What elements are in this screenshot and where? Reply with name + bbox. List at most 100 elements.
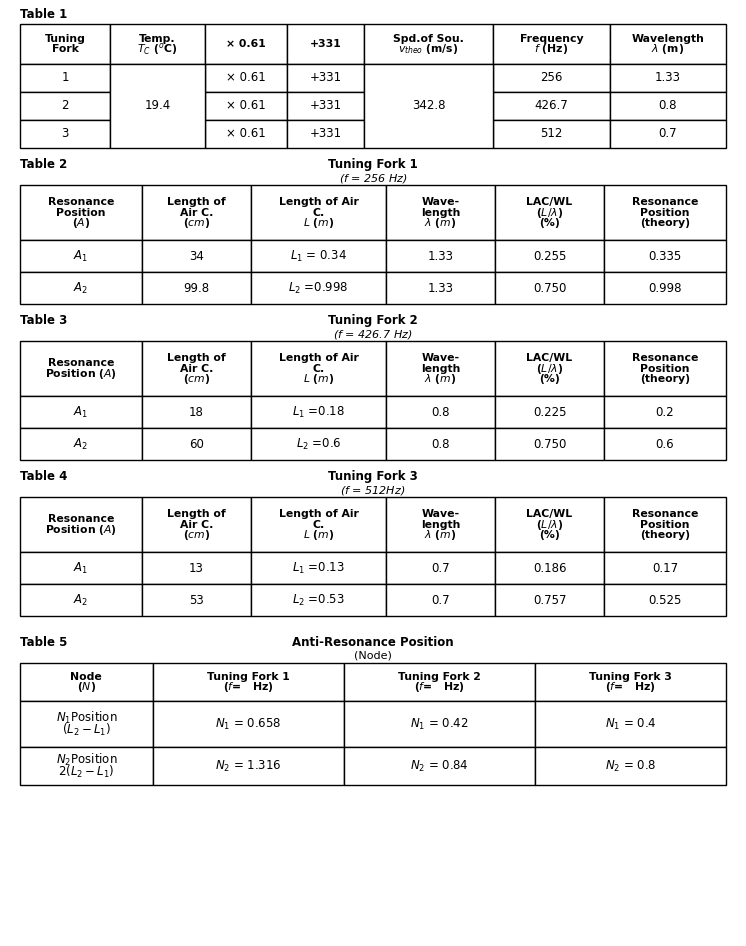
Bar (251, 584, 386, 616)
Bar (386, 185, 495, 240)
Bar (609, 120, 726, 148)
Bar (287, 24, 364, 64)
Bar (495, 552, 604, 584)
Text: $A_1$: $A_1$ (73, 249, 89, 264)
Text: length: length (421, 519, 460, 530)
Text: Position: Position (640, 207, 690, 218)
Text: $N_1$ = 0.42: $N_1$ = 0.42 (410, 716, 468, 731)
Text: Length of: Length of (167, 197, 226, 207)
Bar (142, 272, 251, 304)
Bar (20, 497, 142, 552)
Bar (495, 584, 604, 616)
Bar (205, 120, 287, 148)
Text: ($f$ = 426.7 Hz): ($f$ = 426.7 Hz) (333, 328, 413, 341)
Text: $N_1$Position: $N_1$Position (55, 710, 117, 727)
Text: Wave-: Wave- (421, 197, 460, 207)
Text: (%): (%) (539, 218, 560, 228)
Bar (493, 92, 609, 120)
Text: ($L/\lambda$): ($L/\lambda$) (536, 361, 563, 376)
Text: Length of: Length of (167, 353, 226, 363)
Text: Node: Node (70, 672, 102, 682)
Text: $\lambda$ ($m$): $\lambda$ ($m$) (424, 372, 457, 386)
Bar (20, 92, 110, 120)
Bar (153, 663, 344, 701)
Text: 2: 2 (61, 99, 69, 113)
Text: +331: +331 (310, 99, 342, 113)
Bar (20, 428, 142, 460)
Text: 0.750: 0.750 (533, 282, 566, 294)
Text: $(L_2 - L_1)$: $(L_2 - L_1)$ (62, 722, 111, 738)
Text: 0.7: 0.7 (431, 593, 450, 606)
Bar (142, 552, 251, 584)
Bar (251, 185, 386, 240)
Bar (20, 584, 142, 616)
Text: 1.33: 1.33 (427, 250, 454, 262)
Text: $L_1$ =0.18: $L_1$ =0.18 (292, 405, 345, 419)
Bar (20, 701, 153, 747)
Text: ($cm$): ($cm$) (183, 372, 210, 386)
Text: $2(L_2 - L_1)$: $2(L_2 - L_1)$ (58, 763, 115, 780)
Text: length: length (421, 363, 460, 374)
Bar (142, 240, 251, 272)
Bar (20, 747, 153, 785)
Bar (493, 24, 609, 64)
Text: $N_2$ = 0.8: $N_2$ = 0.8 (605, 759, 656, 774)
Bar (251, 497, 386, 552)
Text: 342.8: 342.8 (412, 99, 445, 113)
Bar (287, 64, 364, 92)
Bar (364, 64, 493, 148)
Bar (251, 272, 386, 304)
Text: (theory): (theory) (640, 530, 690, 540)
Text: Tuning Fork 2: Tuning Fork 2 (398, 672, 480, 682)
Text: 512: 512 (540, 128, 562, 141)
Bar (364, 24, 493, 64)
Bar (287, 120, 364, 148)
Text: 3: 3 (61, 128, 69, 141)
Text: Wave-: Wave- (421, 353, 460, 363)
Text: Anti-Resonance Position: Anti-Resonance Position (292, 636, 454, 649)
Text: Fork: Fork (51, 44, 78, 54)
Bar (604, 396, 726, 428)
Bar (251, 428, 386, 460)
Bar (604, 584, 726, 616)
Bar (604, 497, 726, 552)
Bar (142, 396, 251, 428)
Text: × 0.61: × 0.61 (226, 39, 266, 49)
Bar (20, 396, 142, 428)
Bar (604, 240, 726, 272)
Text: × 0.61: × 0.61 (226, 128, 266, 141)
Text: ($f$ = 512Hz): ($f$ = 512Hz) (340, 484, 406, 497)
Text: Air C.: Air C. (180, 207, 213, 218)
Text: $L$ ($m$): $L$ ($m$) (303, 372, 334, 386)
Bar (205, 24, 287, 64)
Text: 18: 18 (189, 406, 204, 418)
Bar (493, 120, 609, 148)
Bar (20, 24, 110, 64)
Text: 53: 53 (189, 593, 204, 606)
Bar (251, 341, 386, 396)
Text: $A_2$: $A_2$ (73, 280, 89, 295)
Bar (344, 701, 535, 747)
Bar (251, 552, 386, 584)
Bar (495, 341, 604, 396)
Text: $L$ ($m$): $L$ ($m$) (303, 528, 334, 542)
Bar (604, 428, 726, 460)
Text: 0.7: 0.7 (431, 562, 450, 574)
Text: 0.8: 0.8 (431, 437, 450, 450)
Text: Frequency: Frequency (520, 34, 583, 44)
Text: LAC/WL: LAC/WL (527, 509, 573, 519)
Text: ($f$ = 256 Hz): ($f$ = 256 Hz) (339, 172, 407, 185)
Bar (20, 64, 110, 92)
Text: $f$ (Hz): $f$ (Hz) (534, 43, 568, 56)
Text: Position ($A$): Position ($A$) (45, 523, 117, 536)
Bar (20, 663, 153, 701)
Text: Resonance: Resonance (632, 509, 698, 519)
Bar (110, 64, 205, 148)
Text: Tuning Fork 2: Tuning Fork 2 (328, 314, 418, 327)
Bar (495, 428, 604, 460)
Bar (495, 272, 604, 304)
Text: Tuning Fork 3: Tuning Fork 3 (589, 672, 672, 682)
Text: $L_2$ =0.998: $L_2$ =0.998 (288, 280, 349, 295)
Bar (386, 428, 495, 460)
Bar (495, 497, 604, 552)
